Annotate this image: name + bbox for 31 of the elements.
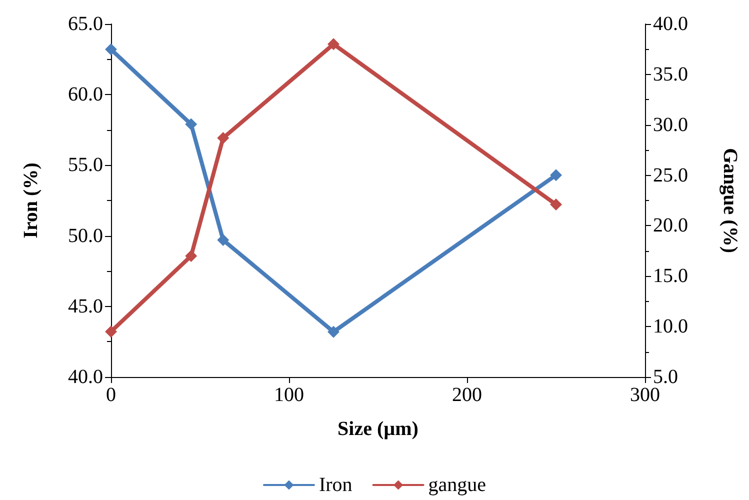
x-tick-label: 100 [274,384,304,406]
point [550,198,562,211]
point [105,43,117,56]
point [550,169,562,182]
y2-axis-title: Gangue (%) [719,148,741,253]
y-axis-title: Iron (%) [20,162,42,238]
x-tick-label: 0 [106,384,116,406]
y2-tick-label: 10.0 [653,316,688,338]
point [328,38,340,50]
point [328,326,340,338]
y2-tick-label: 15.0 [653,265,688,288]
point [105,326,117,338]
point [185,250,198,262]
legend-label: gangue [428,474,486,496]
y-tick-label: 50.0 [68,224,103,247]
y-tick-label: 55.0 [68,154,103,176]
y2-tick-label: 25.0 [653,164,688,186]
point [185,118,198,130]
x-axis-title: Size (µm) [338,418,418,440]
y2-tick-label: 30.0 [653,114,688,136]
point [217,132,230,144]
y-tick-label: 60.0 [68,84,103,106]
x-tick-label: 200 [452,384,482,406]
y-tick-label: 40.0 [68,366,103,388]
y2-tick-label: 40.0 [653,13,688,35]
y2-tick-label: 35.0 [653,63,688,86]
point [217,234,230,246]
y-tick-label: 45.0 [68,295,103,318]
legend-label: Iron [318,474,352,496]
y2-tick-label: 20.0 [653,214,688,237]
y-tick-label: 65.0 [68,13,103,35]
